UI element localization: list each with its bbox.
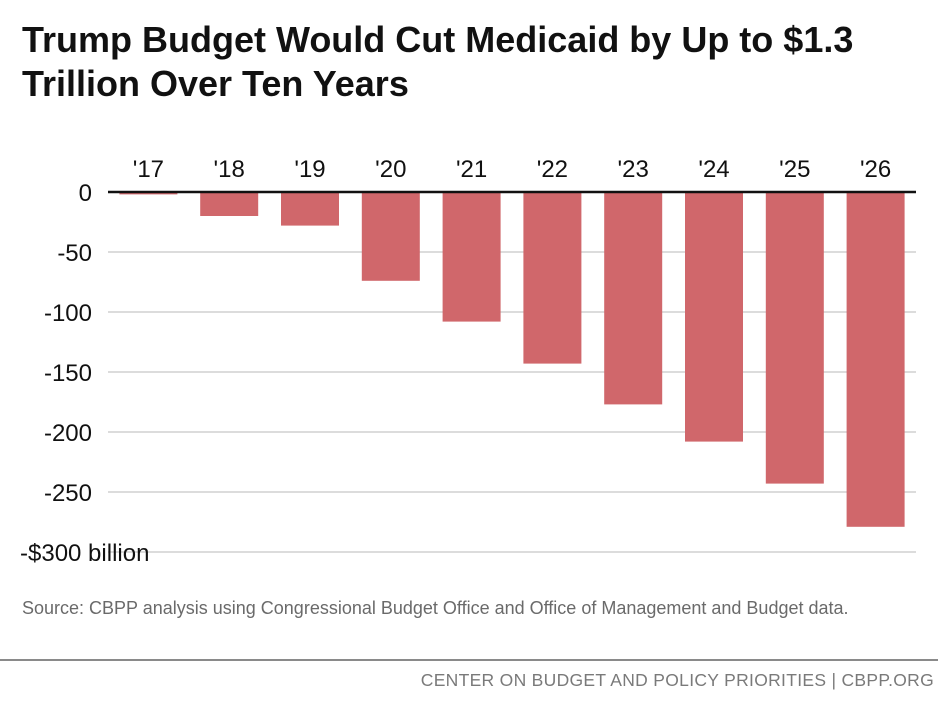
x-category-label: '17 <box>133 156 164 183</box>
x-category-label: '20 <box>375 156 406 183</box>
bar-26 <box>846 192 905 527</box>
x-category-label: '24 <box>698 156 729 183</box>
bar-21 <box>442 192 501 322</box>
x-category-label: '26 <box>860 156 891 183</box>
bar-22 <box>523 192 582 364</box>
bar-chart: 0 -50 -100 -150 -200 -250 -$300 billion '17 '18 '… <box>20 156 916 567</box>
bar-18 <box>200 192 259 216</box>
footer-credit: CENTER ON BUDGET AND POLICY PRIORITIES |… <box>420 670 934 690</box>
source-note: Source: CBPP analysis using Congressiona… <box>22 598 849 618</box>
chart-title: Trump Budget Would Cut Medicaid by Up to… <box>22 19 854 104</box>
bar-20 <box>361 192 420 281</box>
bar-25 <box>765 192 824 484</box>
y-tick-label: -$300 billion <box>20 540 149 567</box>
bar-24 <box>685 192 743 442</box>
footer-divider <box>0 659 938 661</box>
x-category-label: '25 <box>779 156 810 183</box>
y-tick-label: -250 <box>44 480 92 507</box>
y-tick-label: -150 <box>44 360 92 387</box>
x-category-label: '18 <box>214 156 245 183</box>
bar-19 <box>281 192 339 226</box>
x-category-label: '19 <box>294 156 325 183</box>
x-category-label: '23 <box>618 156 649 183</box>
x-category-label: '21 <box>456 156 487 183</box>
y-tick-label: -200 <box>44 420 92 447</box>
y-tick-label: -100 <box>44 300 92 327</box>
y-tick-label: 0 <box>79 180 92 207</box>
x-category-label: '22 <box>537 156 568 183</box>
y-tick-label: -50 <box>57 240 92 267</box>
bar-23 <box>604 192 663 405</box>
